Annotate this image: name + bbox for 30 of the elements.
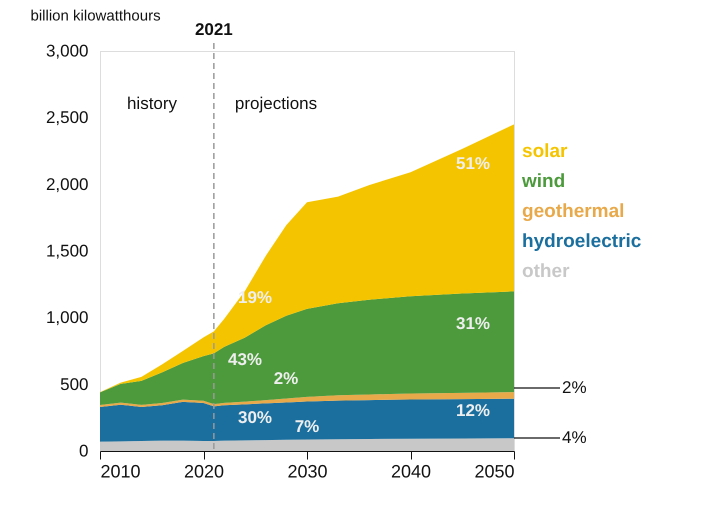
- annotation: 51%: [456, 154, 490, 173]
- annotation: 12%: [456, 401, 490, 420]
- y-tick-label: 2,000: [46, 174, 88, 194]
- x-tick-label: 2010: [100, 462, 141, 482]
- y-axis-title: billion kilowatthours: [30, 8, 161, 24]
- annotation: 2%: [274, 369, 298, 388]
- y-tick-label: 1,000: [46, 308, 88, 328]
- annotation: 7%: [294, 417, 320, 436]
- x-tick-label: 2030: [287, 462, 328, 482]
- annotation: projections: [234, 94, 318, 113]
- y-tick-label: 3,000: [46, 42, 88, 60]
- y-tick-label: 1,500: [46, 242, 88, 260]
- ref-line-label: 2021: [194, 20, 233, 39]
- annotation: 19%: [238, 288, 272, 307]
- text: 2%: [562, 378, 587, 397]
- annotation: 30%: [238, 408, 272, 427]
- text: hydroelectric: [522, 231, 642, 252]
- y-tick-label: 2,500: [46, 108, 88, 128]
- text: wind: [521, 171, 566, 192]
- text: geothermal: [522, 201, 624, 222]
- x-tick-label: 2050: [474, 462, 514, 482]
- y-tick-label: 0: [79, 442, 88, 460]
- annotation: 31%: [456, 314, 490, 333]
- x-tick-label: 2040: [390, 462, 432, 482]
- annotation: 43%: [228, 350, 262, 369]
- y-tick-label: 500: [60, 374, 88, 394]
- text: 4%: [562, 428, 587, 447]
- x-tick-label: 2020: [184, 462, 224, 482]
- annotation: history: [126, 94, 178, 113]
- series-label: solar: [522, 141, 568, 162]
